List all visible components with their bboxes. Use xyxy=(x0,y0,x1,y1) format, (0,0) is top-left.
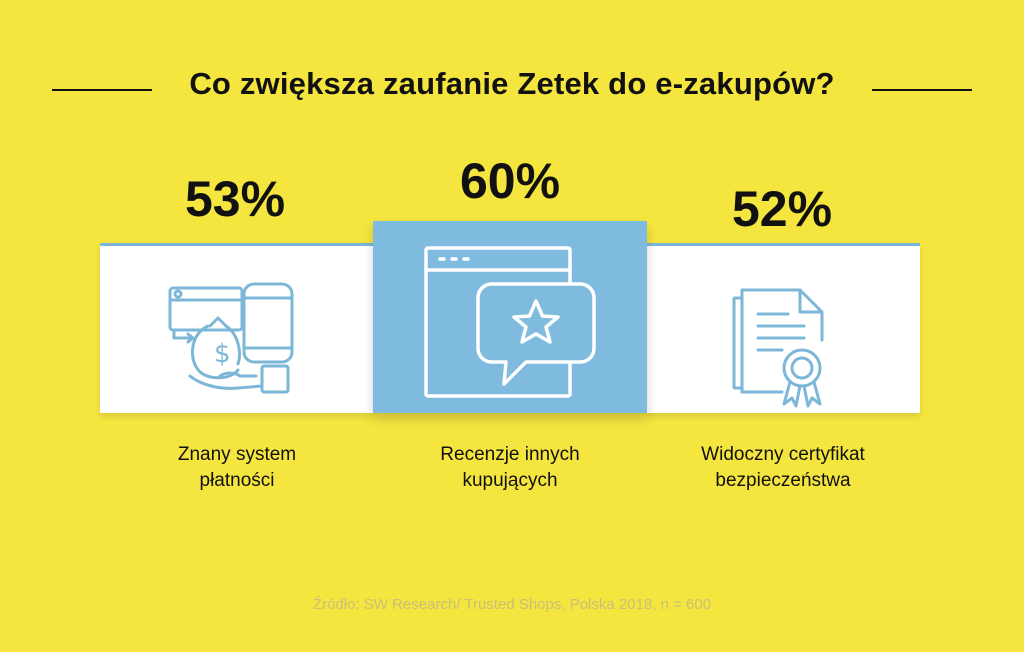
percent-label-1: 53% xyxy=(184,171,286,227)
percent-label-3: 52% xyxy=(731,181,833,237)
category-label-3-line-2: bezpieczeństwa xyxy=(715,470,851,491)
percent-label-2: 60% xyxy=(459,153,561,209)
svg-text:$: $ xyxy=(214,339,231,369)
category-label-1-line-1: Znany system xyxy=(177,444,297,465)
title-divider-left xyxy=(52,89,152,91)
source-note: Źródło: SW Research/ Trusted Shops, Pols… xyxy=(312,596,712,613)
title-divider-right xyxy=(872,89,972,91)
category-label-2-line-1: Recenzje innych xyxy=(440,444,580,465)
category-label-3: Widoczny certyfikat bezpieczeństwa xyxy=(668,442,898,494)
panel-top-line xyxy=(646,243,920,246)
title-row: Co zwiększa zaufanie Zetek do e-zakupów? xyxy=(0,62,1024,112)
payment-system-icon: $ xyxy=(168,282,294,394)
category-label-1: Znany system płatności xyxy=(137,442,337,494)
panel-payment xyxy=(100,243,374,413)
category-label-3-line-1: Widoczny certyfikat xyxy=(701,444,865,465)
certificate-icon xyxy=(732,288,824,408)
panel-top-line xyxy=(100,243,374,246)
panel-certificate xyxy=(646,243,920,413)
review-star-icon xyxy=(424,246,596,398)
category-label-2-line-2: kupujących xyxy=(462,470,558,491)
category-label-2: Recenzje innych kupujących xyxy=(400,442,620,494)
category-label-1-line-2: płatności xyxy=(199,470,275,491)
chart-title: Co zwiększa zaufanie Zetek do e-zakupów? xyxy=(189,66,835,101)
